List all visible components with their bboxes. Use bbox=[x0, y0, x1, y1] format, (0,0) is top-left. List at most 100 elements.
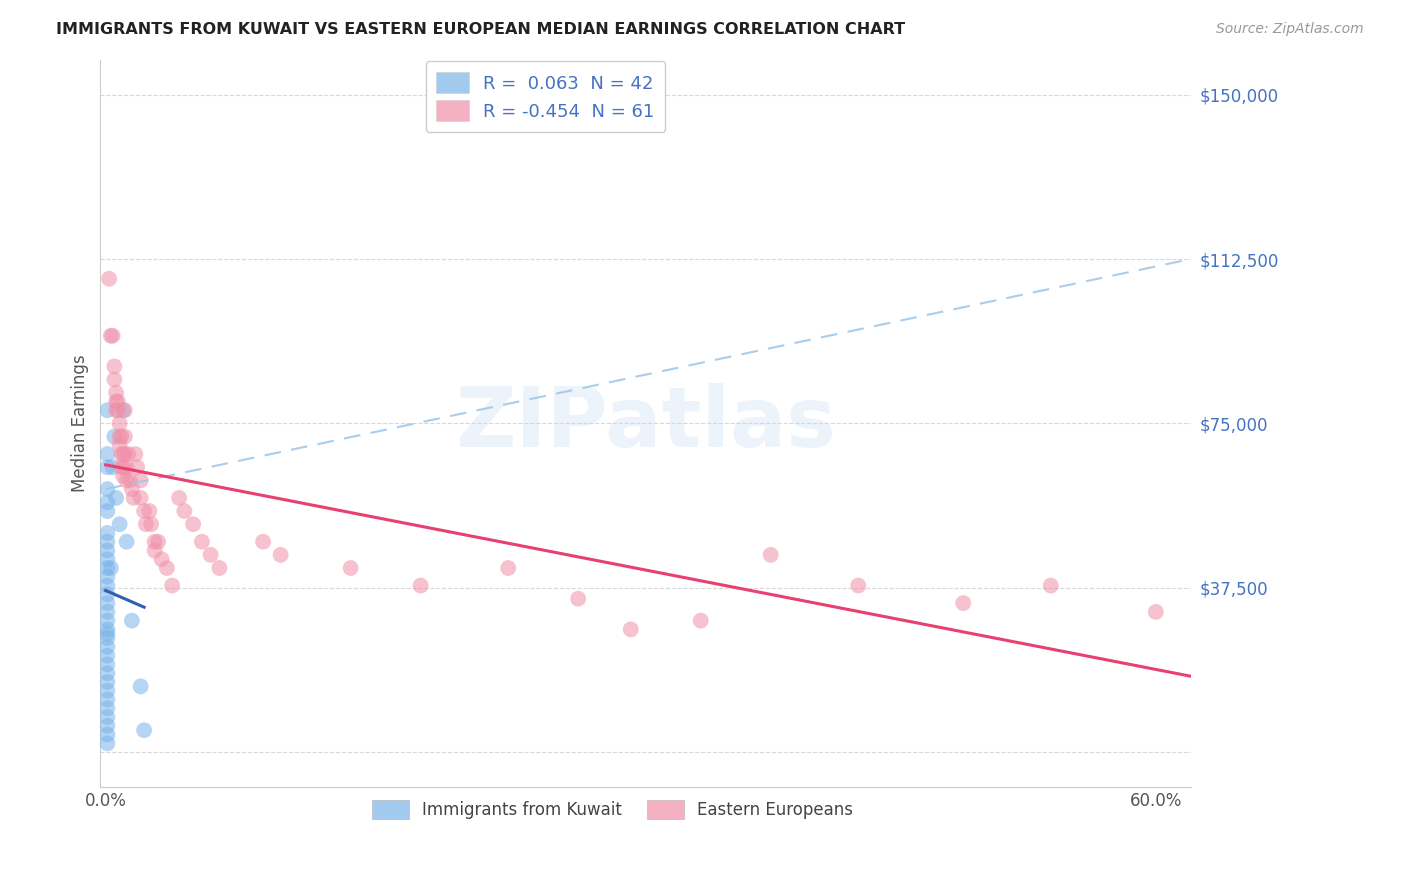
Point bbox=[114, 447, 136, 461]
Point bbox=[160, 578, 183, 592]
Point bbox=[121, 614, 143, 628]
Point bbox=[112, 469, 135, 483]
Point bbox=[96, 710, 118, 724]
Point bbox=[96, 504, 118, 518]
Point bbox=[96, 482, 118, 496]
Point bbox=[146, 534, 169, 549]
Point bbox=[200, 548, 222, 562]
Point bbox=[129, 474, 152, 488]
Point bbox=[167, 491, 190, 505]
Point bbox=[689, 614, 711, 628]
Point bbox=[759, 548, 782, 562]
Point bbox=[129, 679, 152, 693]
Point bbox=[191, 534, 214, 549]
Point bbox=[122, 491, 145, 505]
Point bbox=[96, 657, 118, 672]
Text: IMMIGRANTS FROM KUWAIT VS EASTERN EUROPEAN MEDIAN EARNINGS CORRELATION CHART: IMMIGRANTS FROM KUWAIT VS EASTERN EUROPE… bbox=[56, 22, 905, 37]
Point bbox=[96, 623, 118, 637]
Point bbox=[132, 504, 155, 518]
Point bbox=[952, 596, 974, 610]
Point bbox=[135, 517, 157, 532]
Point bbox=[270, 548, 292, 562]
Point bbox=[105, 491, 128, 505]
Point bbox=[1144, 605, 1167, 619]
Point bbox=[96, 447, 118, 461]
Point bbox=[96, 640, 118, 654]
Point bbox=[139, 517, 162, 532]
Point bbox=[96, 701, 118, 715]
Point bbox=[108, 429, 131, 443]
Point bbox=[96, 692, 118, 706]
Point bbox=[124, 447, 146, 461]
Point bbox=[108, 517, 131, 532]
Point bbox=[138, 504, 160, 518]
Point bbox=[112, 403, 135, 417]
Point bbox=[110, 460, 132, 475]
Point bbox=[107, 394, 129, 409]
Legend: Immigrants from Kuwait, Eastern Europeans: Immigrants from Kuwait, Eastern European… bbox=[366, 794, 860, 826]
Point bbox=[108, 417, 131, 431]
Point bbox=[103, 373, 125, 387]
Point bbox=[105, 394, 128, 409]
Text: Source: ZipAtlas.com: Source: ZipAtlas.com bbox=[1216, 22, 1364, 37]
Point bbox=[108, 438, 131, 452]
Point bbox=[110, 447, 132, 461]
Point bbox=[96, 614, 118, 628]
Point bbox=[105, 385, 128, 400]
Point bbox=[96, 631, 118, 645]
Point bbox=[96, 543, 118, 558]
Point bbox=[96, 570, 118, 584]
Point bbox=[100, 561, 122, 575]
Point bbox=[96, 648, 118, 663]
Text: ZIPatlas: ZIPatlas bbox=[456, 383, 837, 464]
Point bbox=[112, 447, 135, 461]
Point bbox=[1039, 578, 1062, 592]
Point bbox=[105, 403, 128, 417]
Point bbox=[252, 534, 274, 549]
Point bbox=[96, 728, 118, 742]
Point bbox=[103, 359, 125, 374]
Point bbox=[114, 403, 136, 417]
Point bbox=[96, 561, 118, 575]
Point bbox=[101, 460, 124, 475]
Point bbox=[129, 491, 152, 505]
Point bbox=[103, 429, 125, 443]
Point bbox=[115, 474, 138, 488]
Point bbox=[96, 460, 118, 475]
Point bbox=[96, 675, 118, 690]
Point bbox=[96, 403, 118, 417]
Point bbox=[96, 683, 118, 698]
Point bbox=[150, 552, 173, 566]
Point bbox=[115, 534, 138, 549]
Point bbox=[127, 460, 149, 475]
Point bbox=[96, 552, 118, 566]
Point bbox=[112, 460, 135, 475]
Point bbox=[110, 429, 132, 443]
Point bbox=[96, 736, 118, 750]
Point bbox=[96, 626, 118, 640]
Point bbox=[620, 623, 643, 637]
Point bbox=[96, 587, 118, 601]
Point bbox=[156, 561, 179, 575]
Point bbox=[120, 474, 142, 488]
Point bbox=[143, 534, 166, 549]
Point bbox=[100, 328, 122, 343]
Point bbox=[496, 561, 519, 575]
Point bbox=[96, 605, 118, 619]
Point bbox=[96, 666, 118, 681]
Point bbox=[96, 596, 118, 610]
Point bbox=[846, 578, 869, 592]
Point bbox=[567, 591, 589, 606]
Point bbox=[96, 534, 118, 549]
Point bbox=[96, 525, 118, 540]
Point bbox=[98, 271, 121, 285]
Point bbox=[101, 328, 124, 343]
Point bbox=[173, 504, 195, 518]
Point bbox=[117, 447, 139, 461]
Y-axis label: Median Earnings: Median Earnings bbox=[72, 355, 89, 492]
Point bbox=[339, 561, 361, 575]
Point bbox=[181, 517, 204, 532]
Point bbox=[107, 403, 129, 417]
Point bbox=[96, 495, 118, 509]
Point bbox=[96, 578, 118, 592]
